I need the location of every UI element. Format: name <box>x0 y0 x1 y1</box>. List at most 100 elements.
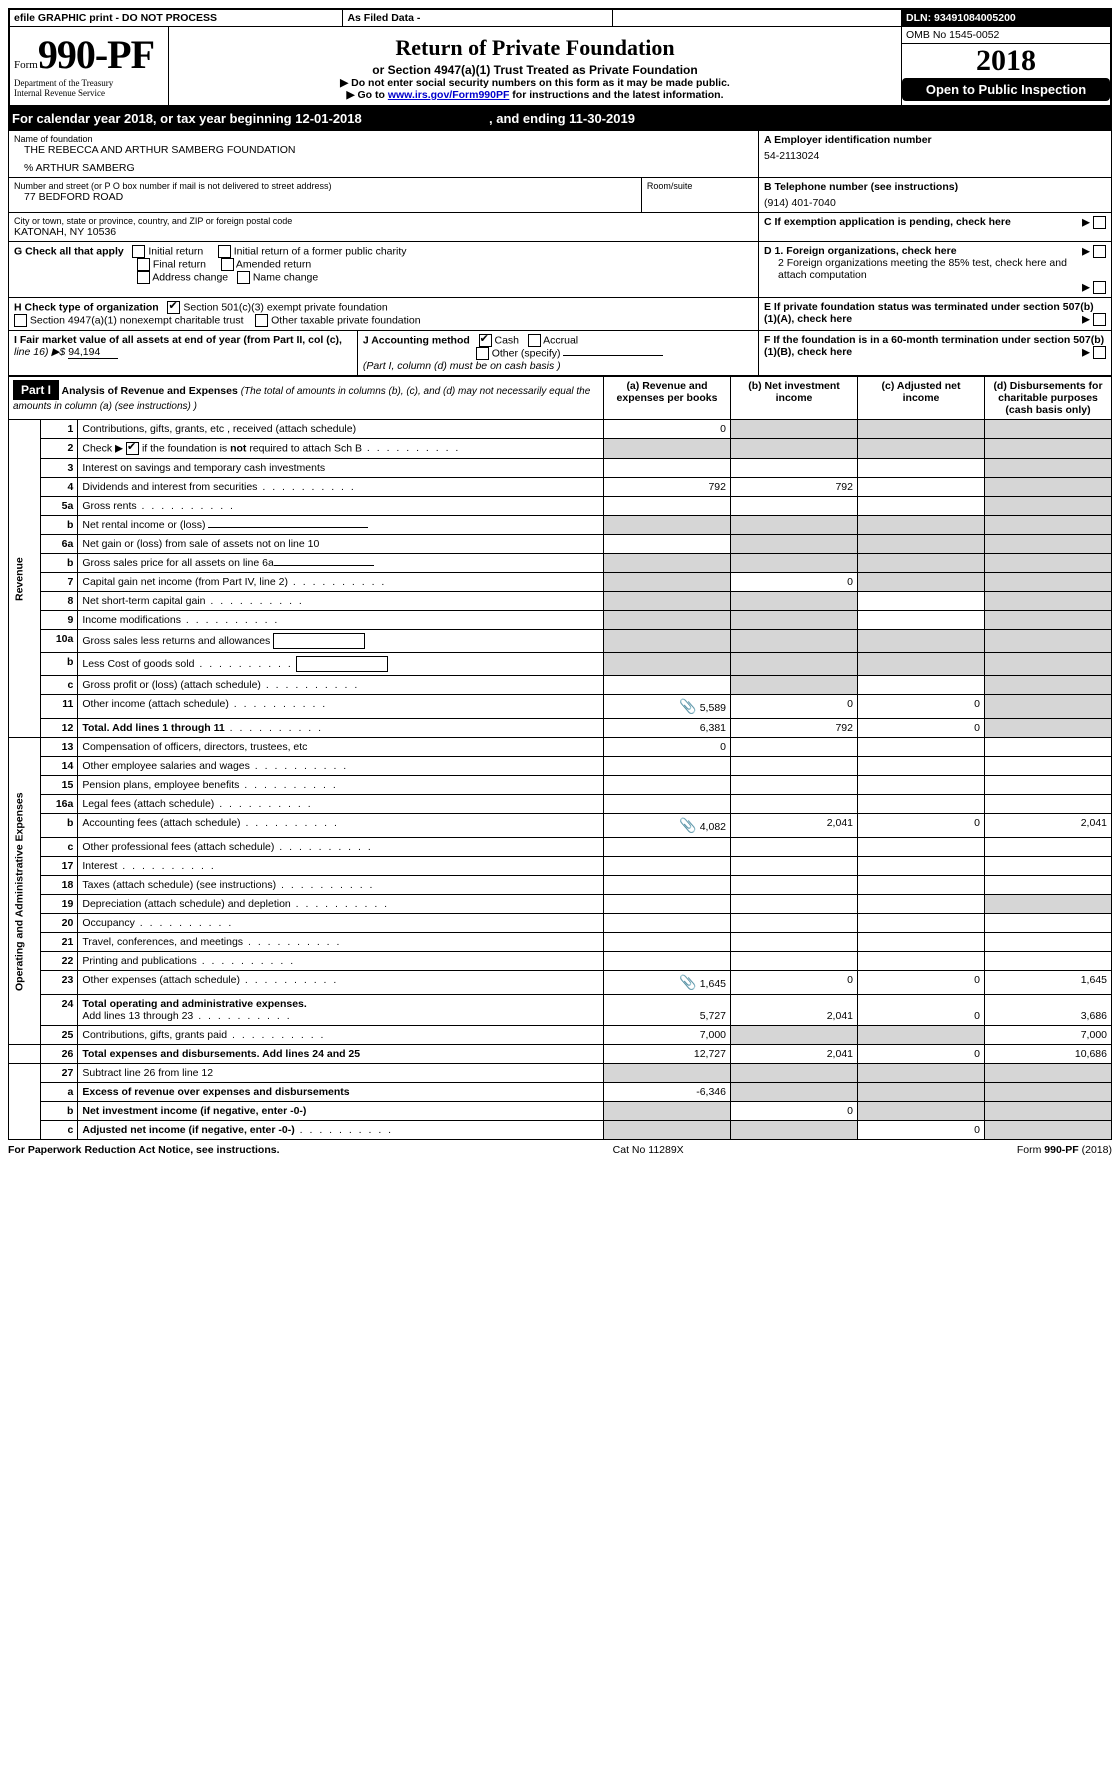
row-3: 3 Interest on savings and temporary cash… <box>9 459 1112 478</box>
row-10a: 10a Gross sales less returns and allowan… <box>9 630 1112 653</box>
col-b-header: (b) Net investment income <box>731 377 858 420</box>
d1-label: D 1. Foreign organizations, check here <box>764 245 957 257</box>
fmv-value: 94,194 <box>68 346 118 359</box>
row-25: 25 Contributions, gifts, grants paid 7,0… <box>9 1026 1112 1045</box>
g-label: G Check all that apply <box>14 245 124 257</box>
row-8: 8 Net short-term capital gain <box>9 592 1112 611</box>
identity-block: Name of foundation THE REBECCA AND ARTHU… <box>8 130 1112 376</box>
checkbox-address-change[interactable] <box>137 271 150 284</box>
foundation-name: THE REBECCA AND ARTHUR SAMBERG FOUNDATIO… <box>14 144 753 156</box>
room-label: Room/suite <box>647 181 753 191</box>
calendar-year-row: For calendar year 2018, or tax year begi… <box>8 107 1112 130</box>
dln-cell: DLN: 93491084005200 <box>902 9 1112 27</box>
dept-treasury: Department of the Treasury <box>14 78 164 88</box>
form-subtitle: or Section 4947(a)(1) Trust Treated as P… <box>173 63 897 77</box>
part1-table: Part I Analysis of Revenue and Expenses … <box>8 376 1112 1140</box>
row-12: 12 Total. Add lines 1 through 11 6,381 7… <box>9 719 1112 738</box>
exemption-pending-label: C If exemption application is pending, c… <box>764 216 1011 228</box>
attachment-icon[interactable]: 📎 <box>679 698 696 714</box>
care-of: % ARTHUR SAMBERG <box>14 156 753 174</box>
as-filed-label: As Filed Data - <box>343 9 613 27</box>
top-bar: efile GRAPHIC print - DO NOT PROCESS As … <box>9 9 1111 27</box>
h-label: H Check type of organization <box>14 301 159 313</box>
ein-label: A Employer identification number <box>764 134 1106 146</box>
row-17: 17 Interest <box>9 857 1112 876</box>
row-10c: c Gross profit or (loss) (attach schedul… <box>9 676 1112 695</box>
checkbox-e[interactable] <box>1093 313 1106 326</box>
row-6b: b Gross sales price for all assets on li… <box>9 554 1112 573</box>
form-title-cell: Return of Private Foundation or Section … <box>169 27 902 107</box>
row-18: 18 Taxes (attach schedule) (see instruct… <box>9 876 1112 895</box>
checkbox-initial-return[interactable] <box>132 245 145 258</box>
row-14: 14 Other employee salaries and wages <box>9 757 1112 776</box>
row-7: 7 Capital gain net income (from Part IV,… <box>9 573 1112 592</box>
checkbox-4947a1[interactable] <box>14 314 27 327</box>
address-label: Number and street (or P O box number if … <box>14 181 636 191</box>
row-27c: c Adjusted net income (if negative, ente… <box>9 1121 1112 1140</box>
attachment-icon[interactable]: 📎 <box>679 974 696 990</box>
row-6a: 6a Net gain or (loss) from sale of asset… <box>9 535 1112 554</box>
checkbox-sch-b[interactable] <box>126 442 139 455</box>
dln-label: DLN: <box>906 12 931 24</box>
form-number-cell: Form990-PF Department of the Treasury In… <box>9 27 169 107</box>
checkbox-other-method[interactable] <box>476 347 489 360</box>
row-27b: b Net investment income (if negative, en… <box>9 1102 1112 1121</box>
form-title: Return of Private Foundation <box>173 35 897 61</box>
form-prefix: Form <box>14 59 38 71</box>
checkbox-other-taxable[interactable] <box>255 314 268 327</box>
checkbox-d2[interactable] <box>1093 281 1106 294</box>
row-21: 21 Travel, conferences, and meetings <box>9 933 1112 952</box>
form-header: Form990-PF Department of the Treasury In… <box>9 27 1111 107</box>
row-27a: a Excess of revenue over expenses and di… <box>9 1083 1112 1102</box>
dept-irs: Internal Revenue Service <box>14 88 164 98</box>
checkbox-accrual[interactable] <box>528 334 541 347</box>
row-10b: b Less Cost of goods sold <box>9 653 1112 676</box>
row-5a: 5a Gross rents <box>9 497 1112 516</box>
checkbox-name-change[interactable] <box>237 271 250 284</box>
form-container: efile GRAPHIC print - DO NOT PROCESS As … <box>8 8 1112 107</box>
checkbox-501c3[interactable] <box>167 301 180 314</box>
year-begin: 12-01-2018 <box>295 111 362 126</box>
checkbox-c[interactable] <box>1093 216 1106 229</box>
e-label: E If private foundation status was termi… <box>764 301 1094 325</box>
dln-value: 93491084005200 <box>934 12 1016 24</box>
irs-link[interactable]: www.irs.gov/Form990PF <box>388 89 510 101</box>
ein-value: 54-2113024 <box>764 146 1106 162</box>
phone-value: (914) 401-7040 <box>764 193 1106 209</box>
attachment-icon[interactable]: 📎 <box>679 817 696 833</box>
checkbox-amended-return[interactable] <box>221 258 234 271</box>
checkbox-f[interactable] <box>1093 346 1106 359</box>
row-26: 26 Total expenses and disbursements. Add… <box>9 1045 1112 1064</box>
row-9: 9 Income modifications <box>9 611 1112 630</box>
row-4: 4 Dividends and interest from securities… <box>9 478 1112 497</box>
revenue-side-label: Revenue <box>9 420 41 738</box>
goto-instructions: ▶ Go to www.irs.gov/Form990PF for instru… <box>173 89 897 101</box>
row-16c: c Other professional fees (attach schedu… <box>9 838 1112 857</box>
phone-label: B Telephone number (see instructions) <box>764 181 1106 193</box>
row-5b: b Net rental income or (loss) <box>9 516 1112 535</box>
col-a-header: (a) Revenue and expenses per books <box>604 377 731 420</box>
ssn-warning: ▶ Do not enter social security numbers o… <box>173 77 897 89</box>
row-27: 27 Subtract line 26 from line 12 <box>9 1064 1112 1083</box>
row-24: 24 Total operating and administrative ex… <box>9 995 1112 1026</box>
checkbox-d1[interactable] <box>1093 245 1106 258</box>
city-value: KATONAH, NY 10536 <box>14 226 753 238</box>
efile-notice: efile GRAPHIC print - DO NOT PROCESS <box>9 9 343 27</box>
row-15: 15 Pension plans, employee benefits <box>9 776 1112 795</box>
part1-title: Analysis of Revenue and Expenses <box>62 385 238 397</box>
tax-year: 2018 <box>902 44 1110 78</box>
paperwork-notice: For Paperwork Reduction Act Notice, see … <box>8 1144 280 1156</box>
f-label: F If the foundation is in a 60-month ter… <box>764 334 1104 358</box>
form-page-ref: Form 990-PF (2018) <box>1017 1144 1112 1156</box>
address-value: 77 BEDFORD ROAD <box>14 191 636 203</box>
year-cell: OMB No 1545-0052 2018 Open to Public Ins… <box>902 27 1112 107</box>
checkbox-cash[interactable] <box>479 334 492 347</box>
checkbox-former-charity[interactable] <box>218 245 231 258</box>
row-16b: b Accounting fees (attach schedule) 📎 4,… <box>9 814 1112 838</box>
checkbox-final-return[interactable] <box>137 258 150 271</box>
i-label: I Fair market value of all assets at end… <box>14 334 342 346</box>
opex-side-label: Operating and Administrative Expenses <box>9 738 41 1045</box>
catalog-number: Cat No 11289X <box>613 1144 684 1156</box>
row-22: 22 Printing and publications <box>9 952 1112 971</box>
row-20: 20 Occupancy <box>9 914 1112 933</box>
